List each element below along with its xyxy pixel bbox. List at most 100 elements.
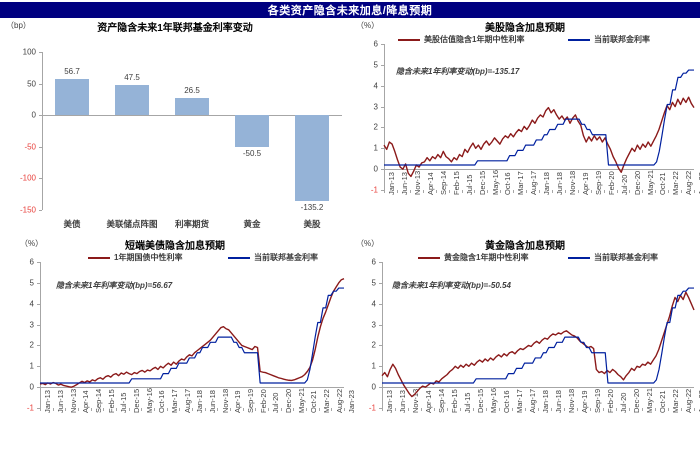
x-axis-tick-label: Apr-19 xyxy=(233,390,243,413)
bar-category-label: 黄金 xyxy=(243,219,261,229)
x-axis-tick-mark xyxy=(192,408,193,411)
x-axis-tick-label: Jun-18 xyxy=(207,390,217,413)
x-axis-tick-mark xyxy=(577,408,578,411)
x-axis-tick-mark xyxy=(40,408,41,411)
x-axis-tick-label: Feb-15 xyxy=(450,389,460,413)
legend-swatch-icon xyxy=(88,256,110,259)
x-axis-tick-label: Oct-16 xyxy=(157,390,167,413)
x-axis-tick-label: Apr-14 xyxy=(425,172,435,195)
x-axis-tick-mark xyxy=(603,190,605,193)
y-axis-tick-mark xyxy=(39,210,42,211)
y-axis-tick-mark xyxy=(37,408,40,409)
x-axis-tick-mark xyxy=(408,408,409,411)
x-axis-tick-label: Nov-13 xyxy=(413,170,423,195)
x-axis-tick-mark xyxy=(603,408,604,411)
x-axis-tick-mark xyxy=(141,408,143,411)
x-axis-tick-mark xyxy=(52,408,54,411)
x-axis-tick-label: Jun-18 xyxy=(554,390,564,413)
y-axis-tick-mark xyxy=(37,282,40,284)
legend-item-blue: 当前联邦基金利率 xyxy=(568,252,658,263)
zero-baseline xyxy=(42,115,342,117)
bar-value-label: 26.5 xyxy=(184,86,200,96)
y-axis-tick-mark xyxy=(381,64,384,66)
x-axis-tick-label: Feb-15 xyxy=(106,389,116,413)
y-axis-tick-mark xyxy=(39,115,42,117)
series-line-neutral-rate xyxy=(39,278,345,388)
chart-title-short-treasury: 短端美债隐含加息预期 xyxy=(125,241,225,252)
x-axis-tick-mark xyxy=(694,408,695,411)
x-axis-tick-mark xyxy=(681,190,683,193)
y-axis-tick-label: 100 xyxy=(22,47,36,57)
x-axis-tick-mark xyxy=(242,408,244,411)
bar-value-label: 47.5 xyxy=(124,73,140,83)
x-axis-tick-label: Jun-13 xyxy=(55,390,65,413)
x-axis-tick-mark xyxy=(255,408,257,411)
x-axis-tick-label: Jul-15 xyxy=(463,392,473,413)
panel-short-treasury-implied-hike: （%） 短端美债隐含加息预期 1年期国债中性利率 当前联邦基金利率 隐含未来1年… xyxy=(0,236,356,455)
y-axis-line xyxy=(382,262,383,408)
y-axis-tick-label: 4 xyxy=(29,299,34,309)
x-axis-tick-mark xyxy=(525,408,526,411)
x-axis-tick-label: Sep-14 xyxy=(437,388,447,413)
x-axis-tick-mark xyxy=(473,408,474,411)
x-axis-tick-label: Nov-18 xyxy=(567,388,577,413)
x-axis-tick-mark xyxy=(460,408,461,411)
x-axis-tick-label: May-16 xyxy=(144,387,154,413)
x-axis-tick-mark xyxy=(382,408,383,411)
line-chart-plot-area: 6 5 4 3 2 1 0 -1 Jan-13 Jun-13 Nov-13 Apr-14 Sep-14 F… xyxy=(350,236,700,455)
x-axis-tick-mark xyxy=(204,408,206,411)
x-axis-tick-mark xyxy=(434,408,435,411)
x-axis-tick-label: Jun-18 xyxy=(555,172,565,195)
legend-item-red: 美股估值隐含1年期中性利率 xyxy=(398,34,524,45)
x-axis-tick-label: May-21 xyxy=(645,387,655,413)
chart-title-equity-implied-hike: 美股隐含加息预期 xyxy=(485,23,565,34)
y-axis-tick-mark xyxy=(37,303,40,305)
y-axis-tick-label: 1 xyxy=(373,143,378,153)
y-axis-tick-label: 4 xyxy=(373,81,378,91)
y-axis-tick-mark xyxy=(379,345,382,347)
y-axis-tick-mark xyxy=(37,366,40,368)
line-chart-plot-area: 6 5 4 3 2 1 0 -1 Jan-13 Jun-13 Nov-13 Apr-14 Sep-14 F… xyxy=(0,236,356,455)
x-axis-tick-mark xyxy=(395,408,396,411)
panel-gold-implied-hike: （%） 黄金隐含加息预期 黄金隐含1年期中性利率 当前联邦基金利率 隐含未来1年… xyxy=(350,236,700,455)
legend-item-red: 黄金隐含1年期中性利率 xyxy=(418,252,528,263)
x-axis-tick-label: Dec-20 xyxy=(632,170,642,195)
x-axis-tick-label: Jan-18 xyxy=(195,390,205,413)
legend-item-blue: 当前联邦基金利率 xyxy=(228,252,318,263)
x-axis-tick-label: Mar-22 xyxy=(671,171,681,195)
x-axis-tick-label: Feb-20 xyxy=(258,389,268,413)
x-axis-tick-mark xyxy=(616,408,617,411)
y-axis-tick-label: -50 xyxy=(24,142,36,152)
x-axis-tick-label: Dec-20 xyxy=(632,388,642,413)
y-axis-tick-label: -1 xyxy=(370,185,378,195)
x-axis-tick-mark xyxy=(318,408,320,411)
x-axis-tick-mark xyxy=(103,408,105,411)
x-axis-tick-mark xyxy=(409,190,411,193)
x-axis-tick-label: Dec-20 xyxy=(283,388,293,413)
y-axis-tick-label: 50 xyxy=(27,79,36,89)
bar xyxy=(115,85,149,116)
y-axis-tick-label: -100 xyxy=(19,173,36,183)
series-line-fed-funds xyxy=(384,69,694,166)
x-axis-tick-label: Jan-18 xyxy=(542,172,552,195)
y-axis-line xyxy=(384,44,385,190)
x-axis-tick-mark xyxy=(499,408,500,411)
x-axis-tick-label: Aug-17 xyxy=(528,388,538,413)
x-axis-tick-mark xyxy=(577,190,579,193)
x-axis-tick-mark xyxy=(616,190,618,193)
x-axis-tick-label: Aug-22 xyxy=(684,170,694,195)
line-chart-plot-area: 6 5 4 3 2 1 0 -1 Jan-13 Jun-13 Nov-13 Apr-14 Sep-14 F… xyxy=(350,18,700,236)
x-axis-tick-label: Aug-17 xyxy=(182,388,192,413)
series-line-neutral-rate xyxy=(381,291,695,398)
x-axis-tick-mark xyxy=(65,408,67,411)
y-axis-tick-label: 3 xyxy=(29,320,34,330)
x-axis-tick-label: Jul-20 xyxy=(619,174,629,195)
y-axis-tick-mark xyxy=(379,408,382,409)
x-axis-tick-mark xyxy=(78,408,79,411)
legend-label: 当前联邦金利率 xyxy=(594,35,650,44)
legend-label: 黄金隐含1年期中性利率 xyxy=(444,253,529,262)
x-axis-tick-mark xyxy=(539,190,540,193)
y-axis-tick-mark xyxy=(381,85,384,87)
x-axis-tick-label: Mar-22 xyxy=(671,389,681,413)
y-axis-line xyxy=(40,262,41,408)
